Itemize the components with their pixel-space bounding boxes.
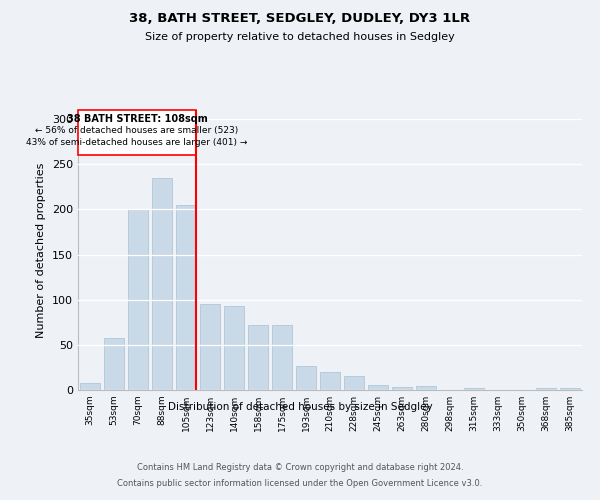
Text: Contains HM Land Registry data © Crown copyright and database right 2024.: Contains HM Land Registry data © Crown c… [137, 462, 463, 471]
Bar [248, 325, 268, 390]
Text: ← 56% of detached houses are smaller (523): ← 56% of detached houses are smaller (52… [35, 126, 239, 136]
Bar [296, 366, 316, 390]
Bar [392, 388, 412, 390]
Bar [152, 178, 172, 390]
Bar [464, 388, 484, 390]
Text: Contains public sector information licensed under the Open Government Licence v3: Contains public sector information licen… [118, 479, 482, 488]
Bar [104, 338, 124, 390]
Bar [344, 376, 364, 390]
Bar [224, 306, 244, 390]
Bar [368, 386, 388, 390]
Bar [176, 205, 196, 390]
Y-axis label: Number of detached properties: Number of detached properties [37, 162, 46, 338]
Bar [560, 388, 580, 390]
Bar [272, 325, 292, 390]
Text: Distribution of detached houses by size in Sedgley: Distribution of detached houses by size … [167, 402, 433, 412]
Text: Size of property relative to detached houses in Sedgley: Size of property relative to detached ho… [145, 32, 455, 42]
Bar [416, 386, 436, 390]
Bar [128, 210, 148, 390]
Bar [200, 304, 220, 390]
FancyBboxPatch shape [78, 110, 196, 155]
Bar [536, 388, 556, 390]
Text: 38 BATH STREET: 108sqm: 38 BATH STREET: 108sqm [67, 114, 208, 124]
Text: 38, BATH STREET, SEDGLEY, DUDLEY, DY3 1LR: 38, BATH STREET, SEDGLEY, DUDLEY, DY3 1L… [130, 12, 470, 26]
Bar [80, 383, 100, 390]
Bar [320, 372, 340, 390]
Text: 43% of semi-detached houses are larger (401) →: 43% of semi-detached houses are larger (… [26, 138, 248, 147]
